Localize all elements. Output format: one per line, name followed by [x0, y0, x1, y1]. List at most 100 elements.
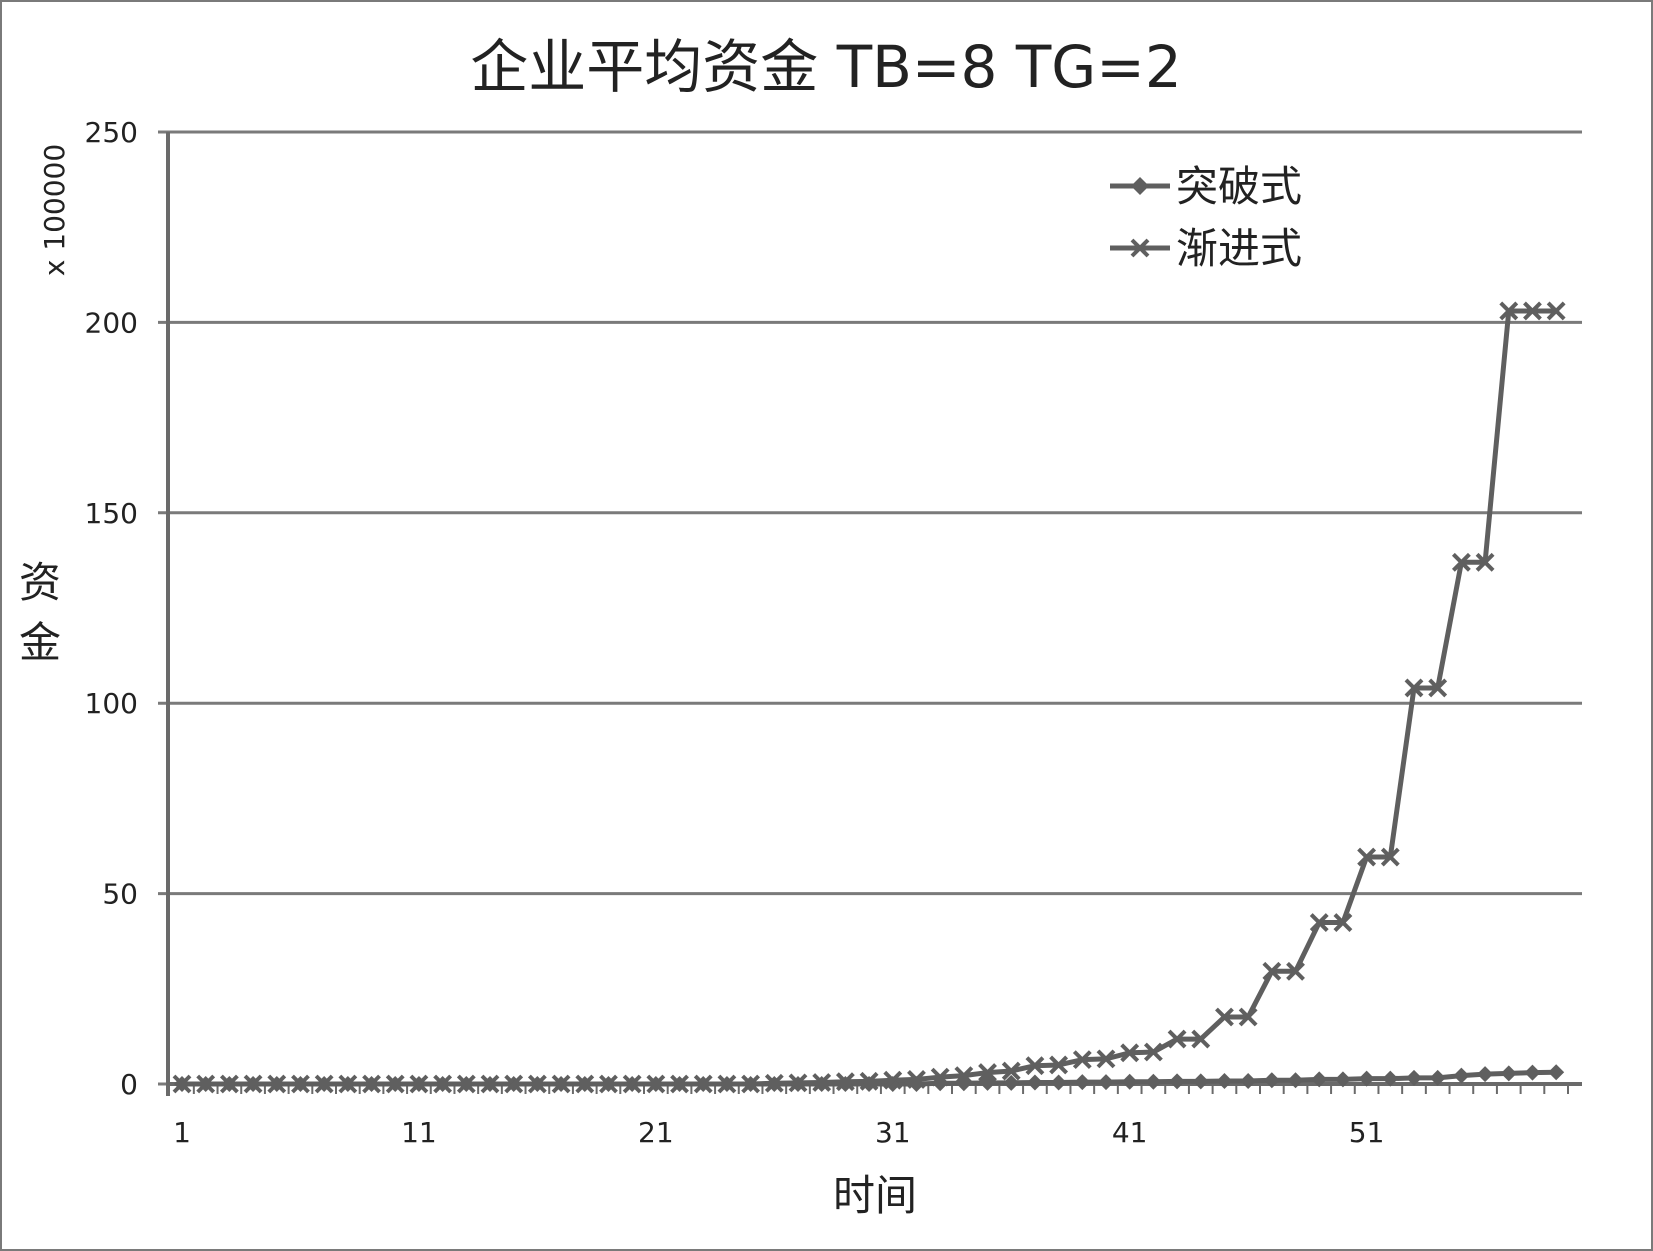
y-axis-multiplier-label: x 100000 [38, 144, 71, 276]
x-tick-label: 11 [401, 1116, 437, 1149]
data-point-x-stroke [456, 1074, 476, 1094]
data-point-x [1309, 913, 1329, 932]
data-point-x-stroke [954, 1066, 974, 1086]
data-point-x [1262, 961, 1282, 981]
data-point-x [338, 1074, 358, 1094]
data-point-x [622, 1074, 642, 1094]
data-point-diamond [1548, 1064, 1565, 1081]
data-point-x-stroke [433, 1074, 453, 1094]
data-point-x-stroke [1380, 847, 1400, 867]
data-point-x-stroke [907, 1070, 926, 1089]
data-point-x [243, 1074, 263, 1094]
data-point-x [1523, 301, 1542, 321]
data-point-x [670, 1074, 689, 1094]
data-point-diamond [1131, 177, 1149, 195]
data-point-x-stroke [930, 1067, 950, 1087]
data-point-x [599, 1074, 618, 1094]
y-tick-label: 100 [85, 687, 138, 720]
data-point-x [741, 1074, 761, 1094]
data-point-x-stroke [527, 1074, 547, 1094]
data-point-x [930, 1067, 950, 1087]
data-point-x-stroke [172, 1074, 192, 1094]
data-point-x-stroke [835, 1072, 855, 1092]
y-tick-label: 250 [85, 116, 138, 149]
series-incremental [172, 301, 1566, 1094]
data-point-x [433, 1074, 453, 1094]
data-point-x [1451, 552, 1471, 572]
data-point-x [172, 1074, 192, 1094]
data-point-x-stroke [1499, 301, 1519, 321]
data-point-x-stroke [291, 1074, 310, 1094]
y-tick-labels: 0 50 100 150 200 250 [85, 116, 138, 1101]
data-point-x [1096, 1049, 1116, 1069]
data-point-x-stroke [1523, 301, 1542, 321]
data-point-x [1286, 961, 1305, 981]
data-point-x [646, 1074, 666, 1094]
data-point-x-stroke [551, 1074, 571, 1094]
data-point-x-stroke [1215, 1007, 1234, 1027]
data-point-x-stroke [741, 1074, 761, 1094]
data-point-x-stroke [243, 1074, 263, 1094]
data-point-x-stroke [1096, 1049, 1116, 1069]
data-point-x-stroke [1357, 847, 1377, 867]
data-point-x [267, 1074, 287, 1094]
data-point-diamond [1287, 1072, 1304, 1089]
data-point-x [907, 1070, 926, 1089]
y-tick-label: 50 [102, 878, 138, 911]
data-point-diamond [1098, 1074, 1114, 1091]
data-point-diamond [1382, 1070, 1399, 1087]
x-tick-label: 41 [1112, 1116, 1148, 1149]
data-point-x [1167, 1029, 1187, 1049]
data-point-x [883, 1070, 903, 1090]
data-point-x-stroke [1120, 1043, 1140, 1063]
data-point-x [527, 1074, 547, 1094]
data-point-x [1238, 1007, 1258, 1027]
data-point-x [1143, 1042, 1163, 1062]
data-point-x [764, 1073, 784, 1093]
data-point-diamond [1169, 1073, 1186, 1090]
data-point-x-stroke [1143, 1042, 1163, 1062]
data-point-x-stroke [338, 1074, 358, 1094]
legend-item: 突破式 [1110, 162, 1302, 211]
data-point-diamond [1311, 1071, 1328, 1088]
data-point-x-stroke [1309, 913, 1329, 932]
data-point-x [978, 1063, 997, 1082]
data-point-x [1072, 1050, 1092, 1070]
data-point-x-stroke [575, 1074, 595, 1094]
x-axis-label: 时间 [833, 1171, 917, 1220]
gridlines [158, 130, 1582, 1086]
axes [166, 132, 1582, 1096]
series-group [172, 301, 1566, 1094]
data-point-x-stroke [362, 1074, 381, 1094]
data-point-diamond [1050, 1074, 1067, 1091]
data-point-x [409, 1074, 429, 1094]
x-tick-label: 21 [638, 1116, 674, 1149]
data-point-x [1357, 847, 1377, 867]
data-point-x [717, 1074, 737, 1094]
data-point-x-stroke [812, 1073, 832, 1092]
data-point-x-stroke [883, 1070, 903, 1090]
y-axis-label-char: 资 [19, 558, 61, 607]
y-tick-label: 200 [85, 306, 138, 339]
data-point-x [1130, 238, 1150, 258]
data-point-x [812, 1073, 832, 1092]
data-point-diamond [1334, 1071, 1351, 1088]
data-point-x-stroke [1404, 678, 1424, 698]
data-point-diamond [1453, 1067, 1470, 1084]
data-point-x [385, 1074, 405, 1094]
data-point-x-stroke [314, 1074, 334, 1094]
y-axis-label-char: 金 [19, 618, 61, 667]
data-point-x-stroke [1262, 961, 1282, 981]
data-point-x-stroke [385, 1074, 405, 1094]
data-point-x [788, 1073, 808, 1093]
data-point-diamond [1216, 1072, 1233, 1089]
data-point-diamond [1500, 1065, 1517, 1082]
data-point-x [314, 1074, 334, 1094]
data-point-x-stroke [1025, 1056, 1045, 1076]
data-point-x-stroke [717, 1074, 737, 1094]
y-tick-label: 150 [85, 497, 138, 530]
data-point-x-stroke [1286, 961, 1305, 981]
data-point-x [196, 1074, 216, 1094]
